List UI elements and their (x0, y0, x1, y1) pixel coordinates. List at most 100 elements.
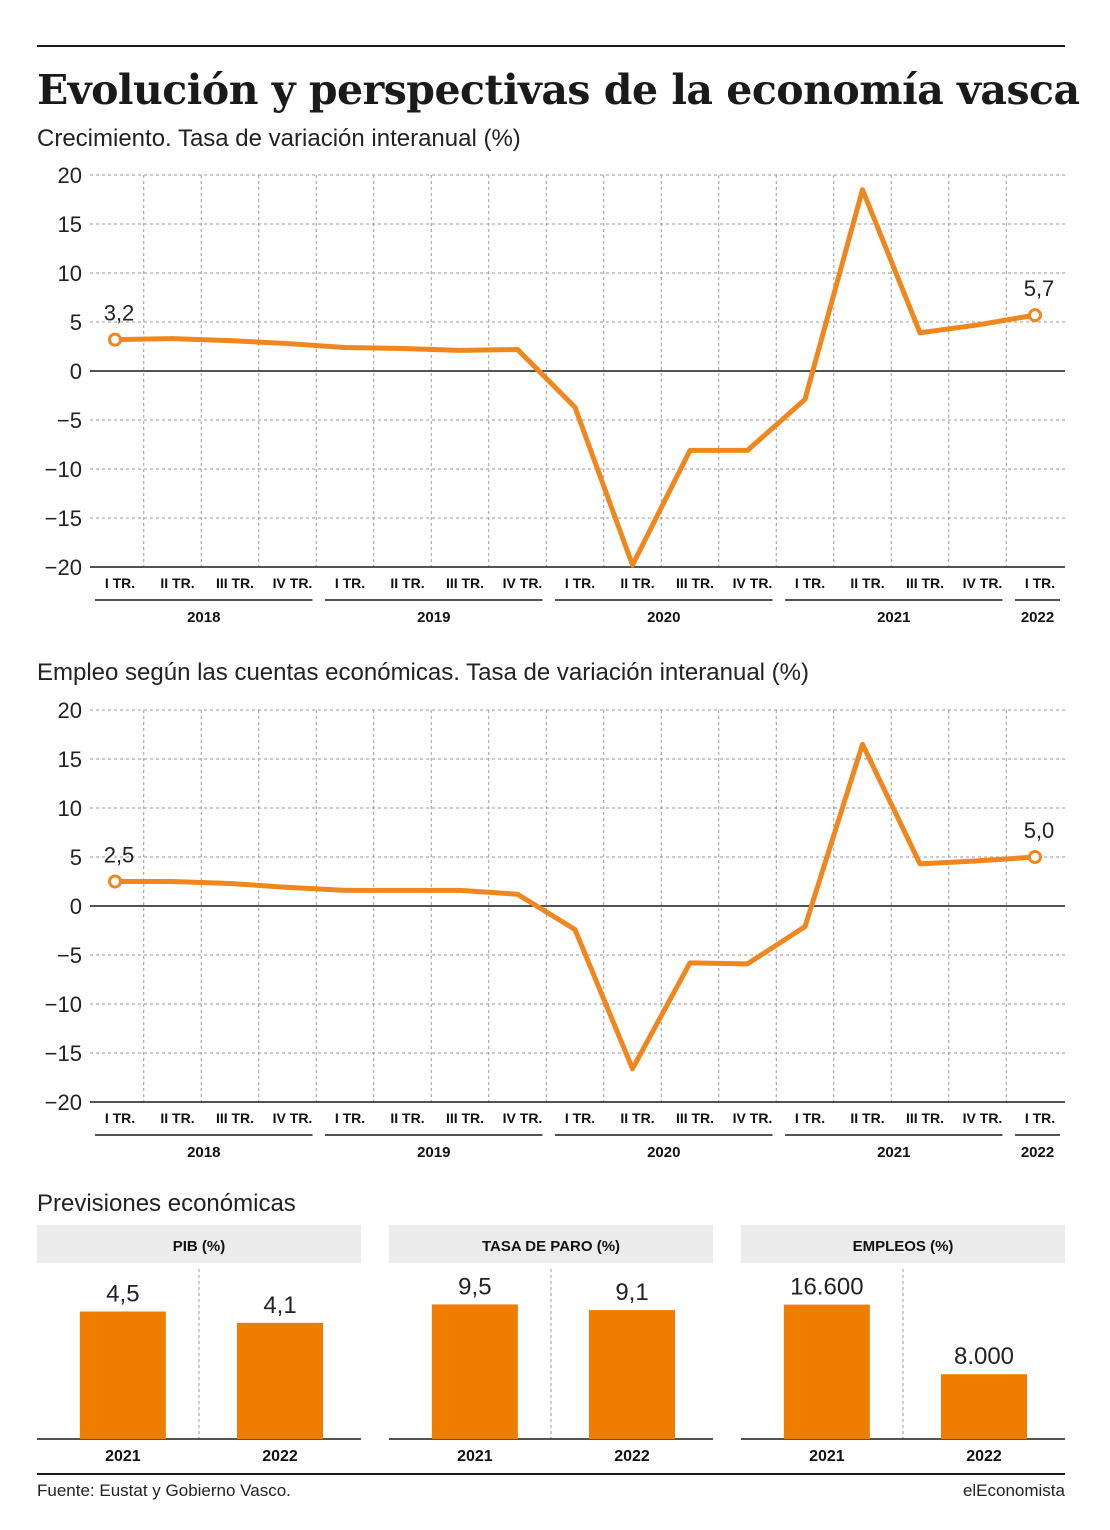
growth-y-tick-label: 15 (58, 212, 82, 237)
growth-y-tick-label: −5 (57, 408, 82, 433)
brand-logo: elEconomista (962, 1481, 1065, 1500)
growth-y-tick-label: −10 (45, 457, 82, 482)
gdp-bar (237, 1322, 323, 1439)
employment-last-point-marker (1028, 850, 1042, 864)
employment-x-tick-label: I TR. (565, 1110, 595, 1126)
jobs-bar (941, 1374, 1027, 1439)
employment-first-point-label: 2,5 (104, 843, 135, 868)
employment-y-tick-label: −20 (45, 1090, 82, 1115)
growth-y-tick-label: −20 (45, 555, 82, 580)
growth-year-label: 2019 (417, 609, 450, 626)
unemployment-bar (431, 1304, 518, 1439)
employment-x-tick-label: II TR. (850, 1110, 884, 1126)
jobs-bar (783, 1304, 870, 1439)
growth-y-tick-label: 10 (58, 261, 82, 286)
employment-y-tick-label: −10 (45, 992, 82, 1017)
growth-x-tick-label: I TR. (335, 575, 365, 591)
growth-y-tick-label: 20 (58, 163, 82, 188)
growth-y-tick-label: −15 (45, 506, 82, 531)
employment-y-tick-label: 5 (70, 845, 82, 870)
employment-x-tick-label: II TR. (390, 1110, 424, 1126)
growth-x-tick-label: IV TR. (503, 575, 543, 591)
chart-employment: 20 15 10 5 0 −5 −10 −15 −20 I TR. II TR. III TR. IV … (45, 698, 1065, 1161)
growth-x-tick-label: II TR. (620, 575, 654, 591)
growth-last-point-label: 5,7 (1024, 276, 1055, 301)
bottom-rule (37, 1473, 1065, 1475)
employment-last-point-label: 5,0 (1024, 818, 1055, 843)
gdp-x-tick-label: 2021 (105, 1448, 141, 1465)
page-title: Evolución y perspectivas de la economía … (37, 66, 1080, 114)
growth-x-tick-label: I TR. (795, 575, 825, 591)
employment-x-tick-label: II TR. (160, 1110, 194, 1126)
unemployment-bar (589, 1310, 675, 1439)
top-rule (37, 45, 1065, 47)
growth-x-tick-label: I TR. (565, 575, 595, 591)
employment-first-point-marker (108, 874, 122, 889)
employment-x-tick-label: I TR. (795, 1110, 825, 1126)
unemployment-x-tick-label: 2021 (457, 1448, 493, 1465)
employment-x-tick-label: IV TR. (963, 1110, 1003, 1126)
growth-x-tick-label: II TR. (390, 575, 424, 591)
employment-x-tick-label: III TR. (446, 1110, 484, 1126)
chart-forecasts: PIB (%) 4,5 2021 4,1 2022 TASA DE PARO (%) 9,5… (37, 1225, 1065, 1465)
growth-x-tick-label: III TR. (446, 575, 484, 591)
employment-year-label: 2022 (1021, 1144, 1054, 1161)
gdp-panel-title: PIB (%) (173, 1238, 226, 1255)
source-note: Fuente: Eustat y Gobierno Vasco. (37, 1481, 291, 1500)
growth-x-tick-label: III TR. (676, 575, 714, 591)
growth-year-label: 2018 (187, 609, 220, 626)
gdp-panel-header (37, 1225, 361, 1263)
jobs-x-tick-label: 2021 (809, 1448, 845, 1465)
jobs-bar-value-label: 8.000 (954, 1343, 1014, 1370)
growth-first-point-marker (108, 332, 122, 347)
employment-x-tick-label: I TR. (1025, 1110, 1055, 1126)
growth-x-tick-label: I TR. (105, 575, 135, 591)
unemployment-panel-header (389, 1225, 713, 1263)
gdp-bar (79, 1311, 166, 1439)
employment-y-tick-label: 0 (70, 894, 82, 919)
employment-x-tick-label: III TR. (216, 1110, 254, 1126)
gdp-bar-value-label: 4,1 (263, 1292, 296, 1319)
employment-x-tick-label: IV TR. (733, 1110, 773, 1126)
employment-year-label: 2018 (187, 1144, 220, 1161)
gdp-x-tick-label: 2022 (262, 1448, 298, 1465)
employment-year-label: 2021 (877, 1144, 910, 1161)
employment-x-tick-label: IV TR. (273, 1110, 313, 1126)
jobs-x-tick-label: 2022 (966, 1448, 1002, 1465)
growth-last-point-marker (1028, 308, 1042, 323)
chart-growth: 20 15 10 5 0 −5 −10 −15 −20 I TR. II TR. III TR. IV … (45, 163, 1065, 626)
unemployment-bar-value-label: 9,5 (458, 1273, 491, 1300)
employment-y-tick-label: −15 (45, 1041, 82, 1066)
employment-x-tick-label: III TR. (906, 1110, 944, 1126)
chart-growth-title: Crecimiento. Tasa de variación interanua… (37, 125, 521, 152)
gdp-bar-value-label: 4,5 (106, 1281, 139, 1308)
growth-year-label: 2020 (647, 609, 680, 626)
employment-x-tick-label: IV TR. (503, 1110, 543, 1126)
growth-first-point-label: 3,2 (104, 301, 135, 326)
employment-y-tick-label: 20 (58, 698, 82, 723)
growth-x-tick-label: IV TR. (273, 575, 313, 591)
growth-x-tick-label: IV TR. (963, 575, 1003, 591)
unemployment-panel-title: TASA DE PARO (%) (482, 1238, 620, 1255)
employment-series-line (112, 741, 1038, 1072)
growth-x-tick-label: II TR. (850, 575, 884, 591)
employment-x-tick-label: I TR. (335, 1110, 365, 1126)
employment-year-label: 2020 (647, 1144, 680, 1161)
jobs-bar-value-label: 16.600 (790, 1274, 863, 1301)
employment-y-tick-label: −5 (57, 943, 82, 968)
forecast-heading: Previsiones económicas (37, 1190, 296, 1217)
employment-year-label: 2019 (417, 1144, 450, 1161)
growth-x-tick-label: II TR. (160, 575, 194, 591)
growth-x-tick-label: III TR. (216, 575, 254, 591)
growth-series-line (112, 187, 1038, 568)
growth-y-tick-label: 0 (70, 359, 82, 384)
employment-y-tick-label: 15 (58, 747, 82, 772)
growth-x-tick-label: I TR. (1025, 575, 1055, 591)
employment-x-tick-label: II TR. (620, 1110, 654, 1126)
growth-year-label: 2021 (877, 609, 910, 626)
employment-x-tick-label: III TR. (676, 1110, 714, 1126)
growth-x-tick-label: III TR. (906, 575, 944, 591)
growth-x-tick-label: IV TR. (733, 575, 773, 591)
chart-employment-title: Empleo según las cuentas económicas. Tas… (37, 659, 809, 686)
employment-x-tick-label: I TR. (105, 1110, 135, 1126)
